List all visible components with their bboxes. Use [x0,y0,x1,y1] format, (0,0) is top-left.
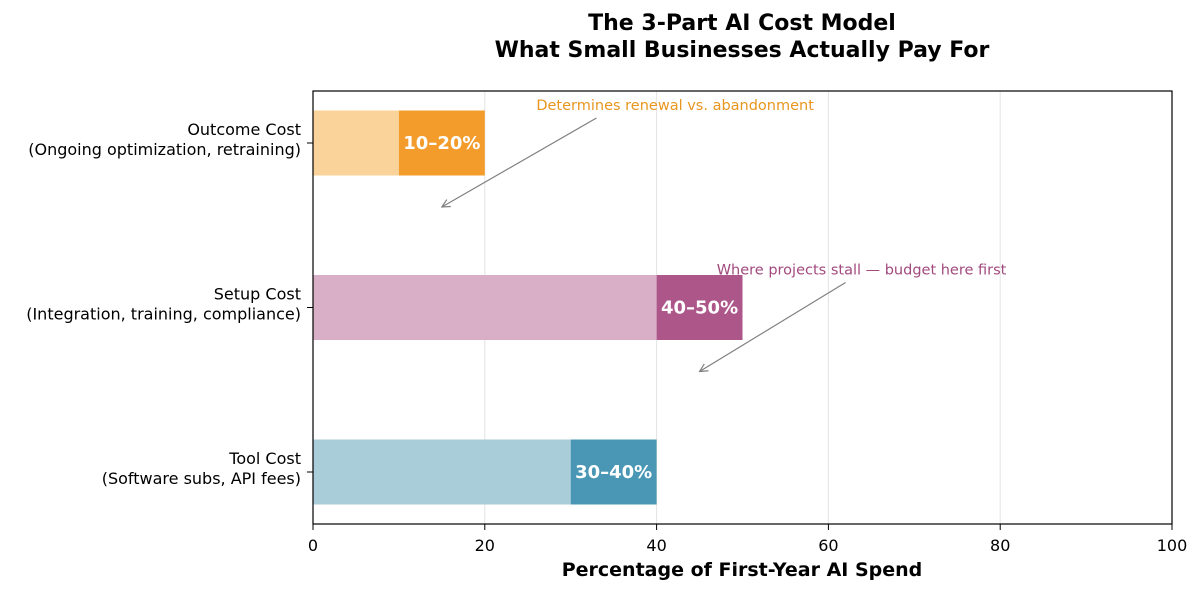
bar-label-2: 30–40% [575,462,652,483]
bar-base-0 [313,111,399,176]
y-tick-label-2-0: Tool Cost [228,449,301,468]
x-axis: 0 20 40 60 80 100 [308,524,1187,555]
x-tick-label-0: 0 [308,536,318,555]
bar-base-2 [313,440,571,505]
x-tick-label-4: 80 [990,536,1010,555]
bar-label-0: 10–20% [403,133,480,154]
chart-title-line-2: What Small Businesses Actually Pay For [495,38,990,63]
bars: 10–20% 40–50% 30–40% [313,111,743,505]
x-tick-label-5: 100 [1157,536,1188,555]
x-tick-label-2: 40 [646,536,666,555]
annotation-text-1: Where projects stall — budget here first [717,263,1007,279]
bar-label-1: 40–50% [661,298,738,319]
chart-title-line-1: The 3-Part AI Cost Model [588,11,896,36]
y-tick-label-1-1: (Integration, training, compliance) [26,305,301,324]
x-tick-label-1: 20 [475,536,495,555]
y-tick-label-0-0: Outcome Cost [187,120,301,139]
y-tick-label-0-1: (Ongoing optimization, retraining) [28,140,301,159]
x-tick-label-3: 60 [818,536,838,555]
annotation-text-0: Determines renewal vs. abandonment [536,98,814,114]
bar-base-1 [313,275,657,340]
y-tick-label-1-0: Setup Cost [214,285,301,304]
y-tick-label-2-1: (Software subs, API fees) [102,469,301,488]
x-axis-label: Percentage of First-Year AI Spend [562,559,923,581]
y-axis: Outcome Cost(Ongoing optimization, retra… [26,120,313,488]
